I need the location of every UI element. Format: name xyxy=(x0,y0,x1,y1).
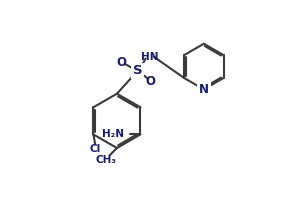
Text: S: S xyxy=(133,64,142,77)
Text: O: O xyxy=(117,56,127,69)
Text: CH₃: CH₃ xyxy=(96,155,117,165)
Text: H₂N: H₂N xyxy=(102,129,124,139)
Text: O: O xyxy=(146,75,156,88)
Text: HN: HN xyxy=(141,52,158,62)
Text: Cl: Cl xyxy=(90,144,101,154)
Text: N: N xyxy=(199,83,209,96)
